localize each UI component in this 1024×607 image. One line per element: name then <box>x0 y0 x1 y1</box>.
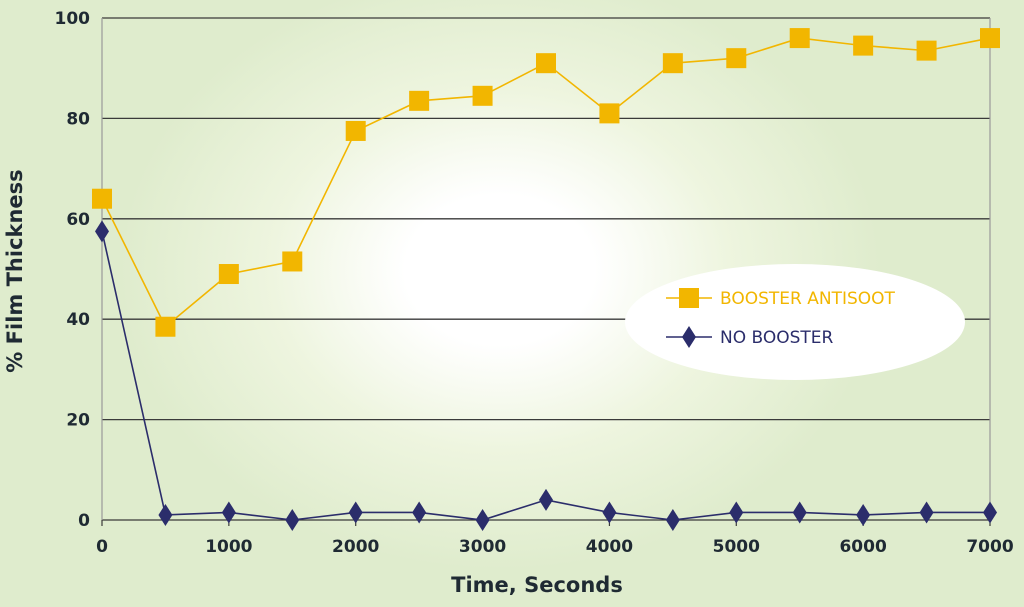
series-1-point-5 <box>412 501 427 524</box>
series-0-point-12 <box>853 35 874 56</box>
series-0-point-5 <box>409 90 430 111</box>
legend-item-1: NO BOOSTER <box>666 326 834 348</box>
y-tick-label-3: 60 <box>66 210 90 230</box>
x-tick-label-3: 3000 <box>459 537 506 557</box>
series-1-point-6 <box>475 509 490 531</box>
series-0-point-4 <box>345 120 366 141</box>
series-1-point-2 <box>221 501 236 524</box>
series-1-point-12 <box>856 503 871 526</box>
series-0-point-14 <box>980 28 1000 49</box>
y-tick-label-1: 20 <box>66 411 90 431</box>
x-tick-label-1: 1000 <box>205 537 252 557</box>
x-tick-label-2: 2000 <box>332 537 379 557</box>
x-tick-label-0: 0 <box>96 537 108 557</box>
y-tick-label-4: 80 <box>66 109 90 129</box>
legend-marker-1 <box>682 326 696 348</box>
y-tick-labels: 0 20 40 60 80 100 <box>55 9 91 531</box>
series-1-point-7 <box>539 488 553 511</box>
series-group <box>92 28 1000 531</box>
series-1-point-0 <box>95 220 109 243</box>
series-0-point-7 <box>536 53 556 74</box>
series-1-point-1 <box>158 503 173 526</box>
series-0-point-1 <box>155 316 176 337</box>
grid-lines <box>102 17 990 521</box>
series-1-point-4 <box>348 501 363 524</box>
series-1-point-11 <box>792 501 807 524</box>
series-0-point-2 <box>218 264 239 285</box>
series-0-point-8 <box>599 103 620 124</box>
series-0-point-9 <box>662 53 683 74</box>
series-1-point-13 <box>919 501 934 524</box>
series-1 <box>95 220 997 531</box>
x-axis-title: Time, Seconds <box>451 573 623 597</box>
series-0 <box>92 28 1000 337</box>
series-0-point-3 <box>282 251 303 272</box>
series-1-point-10 <box>729 501 744 524</box>
series-0-point-0 <box>92 188 112 209</box>
legend-background <box>625 264 965 380</box>
series-0-point-10 <box>726 48 747 69</box>
series-0-point-13 <box>916 40 937 61</box>
legend-label-0: BOOSTER ANTISOOT <box>720 289 896 309</box>
y-tick-label-2: 40 <box>66 310 90 330</box>
x-tick-label-6: 6000 <box>839 537 886 557</box>
legend-marker-0 <box>679 288 699 308</box>
series-1-point-9 <box>665 509 680 531</box>
x-tick-labels: 0 1000 2000 3000 4000 5000 6000 7000 <box>96 537 1014 557</box>
series-1-point-8 <box>602 501 617 524</box>
x-tick-label-7: 7000 <box>966 537 1013 557</box>
series-0-point-6 <box>472 85 493 106</box>
series-1-point-3 <box>285 509 300 531</box>
x-tick-label-5: 5000 <box>713 537 760 557</box>
legend: BOOSTER ANTISOOT NO BOOSTER <box>625 264 965 380</box>
series-0-point-11 <box>789 28 810 49</box>
y-tick-label-5: 100 <box>55 9 91 29</box>
series-1-point-14 <box>983 501 997 524</box>
legend-item-0: BOOSTER ANTISOOT <box>666 288 896 309</box>
y-tick-label-0: 0 <box>78 511 90 531</box>
y-axis-title: % Film Thickness <box>3 169 27 372</box>
legend-label-1: NO BOOSTER <box>720 328 834 348</box>
x-tick-label-4: 4000 <box>586 537 633 557</box>
